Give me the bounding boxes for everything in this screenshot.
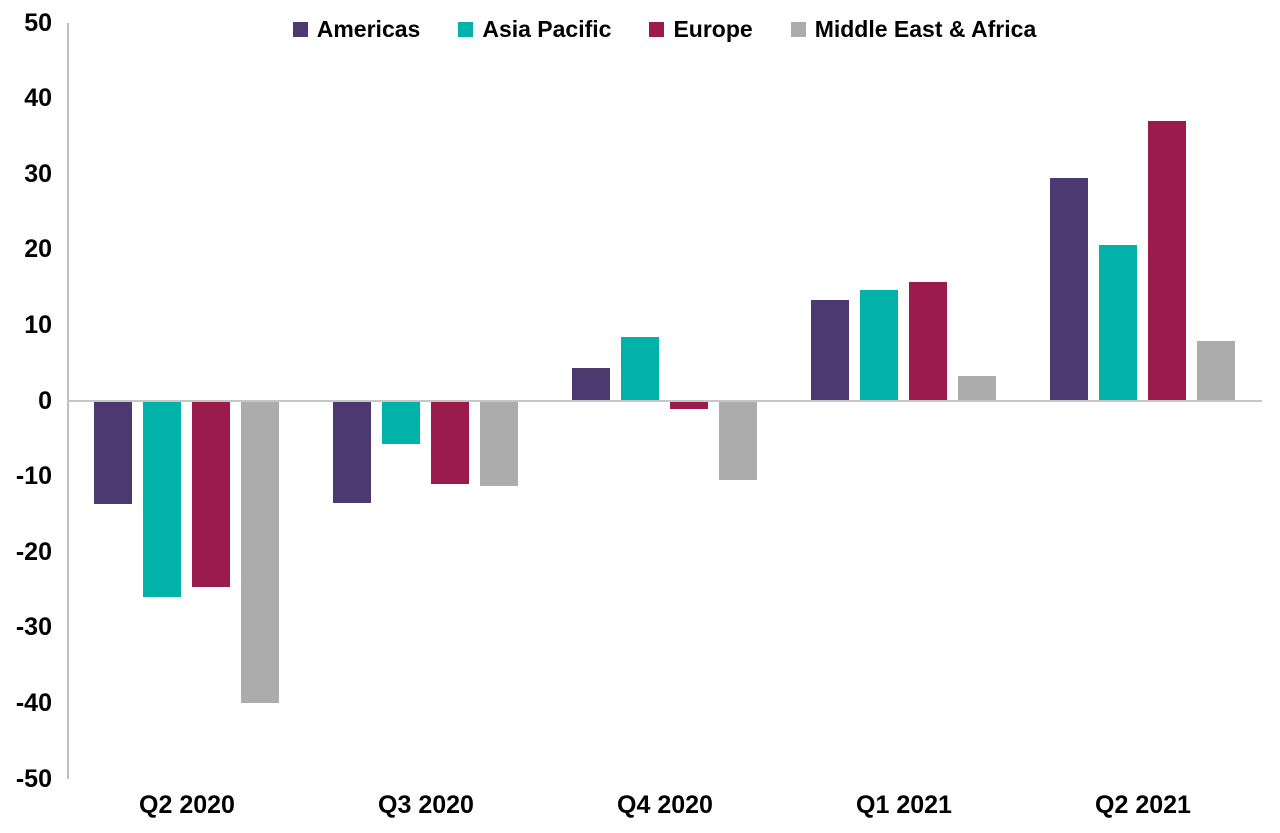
bar-asia-pacific-q2-2021 xyxy=(1099,245,1137,401)
zero-baseline xyxy=(67,400,1262,402)
y-axis-tick-label: -10 xyxy=(15,462,52,490)
legend-swatch-icon xyxy=(292,21,308,37)
y-axis-tick-label: -50 xyxy=(15,765,52,793)
bar-middle-east-africa-q4-2020 xyxy=(719,401,757,480)
bar-europe-q2-2021 xyxy=(1148,121,1186,401)
bar-americas-q2-2021 xyxy=(1050,178,1088,401)
legend-swatch-icon xyxy=(790,21,806,37)
bar-europe-q1-2021 xyxy=(909,282,947,401)
x-axis-label-q4-2020: Q4 2020 xyxy=(617,791,713,819)
bar-asia-pacific-q2-2020 xyxy=(143,401,181,597)
x-axis-label-q2-2020: Q2 2020 xyxy=(139,791,235,819)
legend-item-1: Americas xyxy=(292,15,421,43)
y-axis-tick-label: 30 xyxy=(24,160,52,188)
bar-americas-q3-2020 xyxy=(333,401,371,503)
y-axis-tick-label: 40 xyxy=(24,84,52,112)
bar-asia-pacific-q3-2020 xyxy=(382,401,420,444)
y-axis-tick-label: 20 xyxy=(24,235,52,263)
legend-item-3: Europe xyxy=(649,15,753,43)
bar-americas-q1-2021 xyxy=(811,300,849,401)
bar-asia-pacific-q4-2020 xyxy=(621,337,659,401)
x-axis-label-q3-2020: Q3 2020 xyxy=(378,791,474,819)
y-axis-tick-label: -40 xyxy=(15,689,52,717)
bar-americas-q2-2020 xyxy=(94,401,132,504)
bar-americas-q4-2020 xyxy=(572,368,610,401)
bar-europe-q3-2020 xyxy=(431,401,469,484)
legend-item-2: Asia Pacific xyxy=(458,16,611,43)
y-axis-tick-label: 0 xyxy=(38,387,52,415)
legend-label: Americas xyxy=(316,15,421,42)
legend-label: Europe xyxy=(673,15,753,42)
y-axis-tick-label: 10 xyxy=(24,311,52,339)
y-axis-tick-label: 50 xyxy=(24,9,52,37)
bar-middle-east-africa-q2-2021 xyxy=(1197,341,1235,401)
legend-item-4: Middle East & Africa xyxy=(790,15,1037,43)
x-axis-label-q1-2021: Q1 2021 xyxy=(856,791,952,819)
legend-swatch-icon xyxy=(649,21,665,37)
bar-europe-q4-2020 xyxy=(670,401,708,409)
bar-middle-east-africa-q3-2020 xyxy=(480,401,518,486)
x-axis-label-q2-2021: Q2 2021 xyxy=(1095,791,1191,819)
bar-asia-pacific-q1-2021 xyxy=(860,290,898,401)
legend-swatch-icon xyxy=(458,21,474,37)
bar-middle-east-africa-q1-2021 xyxy=(958,376,996,401)
bar-europe-q2-2020 xyxy=(192,401,230,587)
y-axis-tick-label: -20 xyxy=(15,538,52,566)
legend-label: Middle East & Africa xyxy=(814,15,1037,42)
legend: Americas Asia Pacific Europe Middle East & … xyxy=(67,12,1262,46)
bar-middle-east-africa-q2-2020 xyxy=(241,401,279,703)
y-axis-tick-label: -30 xyxy=(15,613,52,641)
legend-label: Asia Pacific xyxy=(482,15,612,42)
